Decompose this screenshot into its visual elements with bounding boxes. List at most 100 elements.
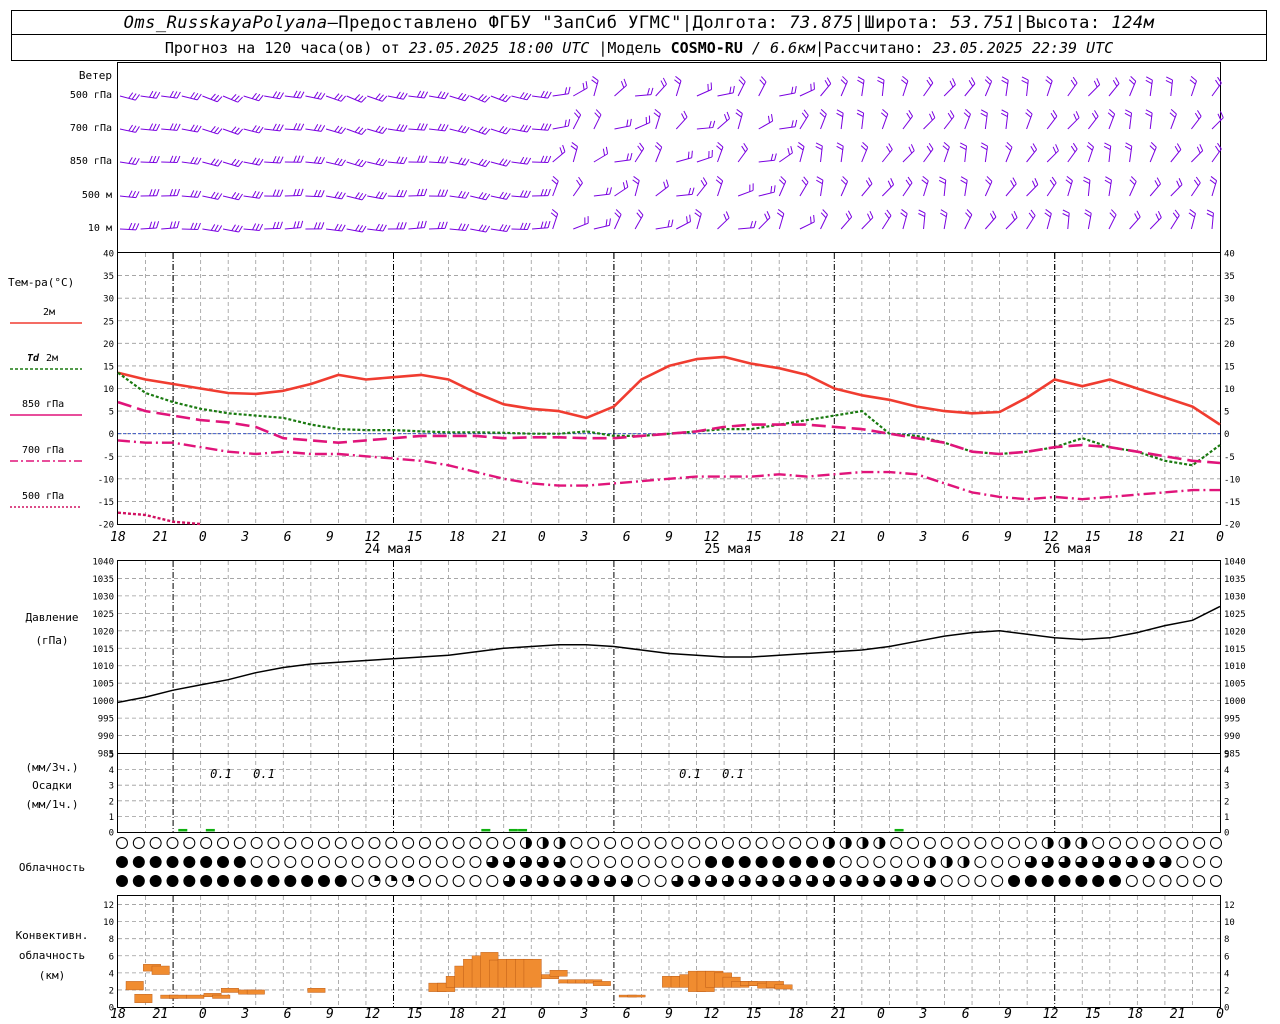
cloud-partial-icon (486, 856, 498, 868)
wind-barb-feather (441, 156, 445, 164)
cloud-overcast-icon (217, 856, 229, 868)
wind-barb-feather (173, 188, 177, 196)
wind-level-500hpa: 500 гПа (70, 90, 112, 101)
wind-barb-feather (547, 123, 552, 131)
cloud-overcast-icon (1042, 875, 1054, 887)
temp-tick-right: -5 (1224, 453, 1235, 463)
wind-barb-feather (544, 155, 548, 163)
wind-barb-staff (1005, 217, 1018, 230)
cloud-partial-icon (688, 875, 700, 887)
temp-series-line (117, 400, 1221, 465)
wind-barb-feather (797, 145, 804, 151)
wind-barb-feather (334, 223, 339, 231)
wind-barb-staff (984, 216, 997, 230)
wind-barb-feather (334, 93, 340, 100)
wind-barb-staff (305, 161, 322, 165)
wind-barb-feather (296, 188, 301, 196)
hour-label: 0 (1216, 1007, 1224, 1022)
wind-barb-feather (700, 179, 706, 187)
cloud-overcast-icon (217, 875, 229, 887)
wind-barb-feather (320, 190, 325, 197)
day-label: 25 мая (705, 542, 752, 557)
wind-barb-feather (237, 96, 243, 103)
wind-barb-staff (1067, 117, 1080, 130)
wind-barb-feather (551, 179, 558, 185)
wind-barb-feather (341, 159, 346, 166)
cloud-octa-icon (216, 837, 229, 849)
temp-tick-right: -20 (1224, 521, 1240, 531)
forecast-label: Прогноз на 120 часа(ов) от (164, 38, 400, 57)
cloud-octa-icon (570, 856, 583, 868)
cloud-octa-icon (637, 875, 650, 887)
precip-tick-right: 4 (1224, 766, 1229, 776)
cloud-octa-icon (637, 856, 650, 868)
cloud-octa-icon (469, 875, 482, 887)
wind-barb-feather (681, 113, 686, 120)
wind-barb-staff (737, 148, 748, 163)
wind-barb-feather (132, 223, 136, 230)
wind-barb-feather (502, 159, 508, 166)
legend-700-label: 700 гПа (22, 445, 64, 456)
wind-barbs (119, 76, 1224, 233)
wind-barb-staff (181, 128, 198, 133)
wind-barb-staff (634, 180, 640, 197)
wind-barb-feather (403, 157, 408, 164)
wind-barb-feather (1130, 176, 1137, 182)
wind-barb-feather (259, 223, 264, 231)
wind-barb-feather (860, 145, 867, 151)
wind-barb-staff (861, 80, 865, 97)
wind-barb-staff (861, 146, 869, 163)
wind-barb-staff (490, 128, 507, 135)
wind-barb-staff (325, 161, 342, 167)
wind-barb-feather (559, 147, 563, 155)
conv-bar (134, 993, 153, 1003)
wind-barb-feather (921, 179, 928, 185)
cloud-octa-icon (1210, 875, 1222, 887)
temp-tick-left: 5 (109, 408, 114, 418)
wind-barb-feather (550, 212, 557, 218)
wind-barb-feather (928, 142, 934, 150)
wind-barb-feather (1091, 112, 1097, 120)
cloud-partial-icon (890, 875, 902, 887)
cloud-overcast-icon (318, 875, 330, 887)
wind-barb-feather (552, 176, 559, 182)
hour-label: 3 (579, 530, 588, 545)
wind-barb-feather (1115, 77, 1120, 84)
wind-barb-feather (190, 156, 195, 164)
model-label: Модель (607, 38, 662, 57)
wind-barb-feather (135, 126, 140, 133)
legend-850-label: 850 гПа (22, 399, 64, 410)
wind-barb-feather (674, 79, 681, 85)
wind-barb-feather (357, 95, 364, 102)
wind-barb-feather (564, 87, 568, 95)
hour-label: 21 (492, 1007, 508, 1022)
pressure-tick-left: 1000 (92, 697, 114, 707)
wind-barb-feather (882, 109, 889, 115)
wind-barb-feather (960, 179, 967, 185)
wind-barb-staff (676, 193, 693, 197)
wind-barb-feather (949, 80, 954, 88)
hour-label: 6 (284, 530, 292, 545)
wind-barb-feather (567, 119, 571, 127)
wind-barb-feather (826, 77, 832, 84)
wind-barb-staff (387, 128, 404, 132)
altitude-value: 124м (1111, 12, 1155, 33)
wind-barb-feather (375, 125, 381, 132)
wind-barb-staff (470, 95, 486, 103)
precip-annotation: 0.1 (210, 767, 232, 781)
latitude-label: Широта: (864, 12, 940, 33)
cloud-octa-icon (116, 837, 128, 849)
wind-barb-staff (964, 146, 968, 163)
wind-barb-feather (960, 142, 967, 147)
wind-barb-staff (119, 128, 136, 133)
wind-barb-feather (382, 192, 388, 200)
wind-barb-feather (441, 124, 446, 131)
wind-barb-feather (1189, 209, 1196, 214)
wind-barb-feather (623, 78, 627, 86)
wind-barb-staff (964, 214, 973, 230)
wind-barb-feather (358, 192, 364, 200)
wind-barb-feather (729, 86, 732, 94)
wind-barb-feather (1210, 176, 1217, 182)
wind-barb-staff (1108, 146, 1112, 163)
cloud-overcast-icon (756, 856, 768, 868)
